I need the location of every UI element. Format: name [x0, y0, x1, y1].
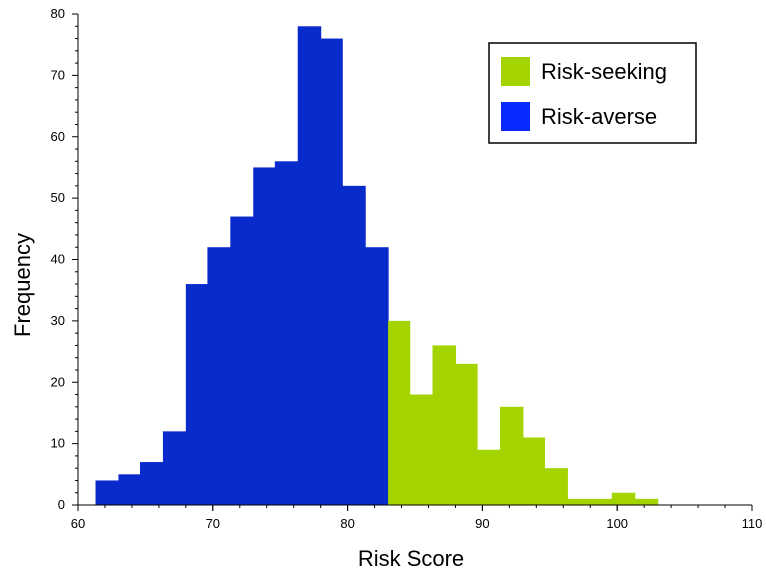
bar-risk-seeking-11 — [634, 498, 659, 505]
bar-risk-averse-7 — [253, 167, 276, 505]
bar-risk-averse-8 — [274, 161, 299, 506]
bar-risk-averse-4 — [185, 284, 209, 505]
bar-risk-seeking-3 — [455, 363, 478, 505]
legend: Risk-seeking Risk-averse — [488, 42, 697, 144]
y-axis-title: Frequency — [10, 233, 35, 337]
y-tick-label: 40 — [51, 252, 65, 267]
x-tick-label: 80 — [340, 516, 354, 531]
bar-risk-seeking-0 — [388, 320, 411, 506]
bar-risk-averse-11 — [342, 185, 366, 505]
legend-label-risk-seeking: Risk-seeking — [541, 59, 667, 84]
bar-risk-seeking-8 — [567, 498, 591, 505]
bar-risk-averse-2 — [140, 462, 164, 505]
bar-risk-averse-9 — [297, 26, 322, 506]
y-tick-label: 70 — [51, 67, 65, 82]
x-tick-label: 100 — [606, 516, 628, 531]
bar-risk-seeking-5 — [499, 406, 524, 505]
y-tick-label: 60 — [51, 129, 65, 144]
legend-swatch-risk-seeking — [501, 57, 530, 86]
bar-risk-seeking-1 — [409, 394, 434, 505]
x-tick-label: 90 — [475, 516, 489, 531]
x-axis-title: Risk Score — [358, 546, 464, 571]
y-tick-label: 20 — [51, 374, 65, 389]
y-tick-label: 50 — [51, 190, 65, 205]
bar-risk-seeking-2 — [432, 345, 457, 505]
y-tick-label: 10 — [51, 436, 65, 451]
bar-risk-averse-3 — [162, 431, 187, 505]
legend-swatch-risk-averse — [501, 102, 530, 131]
y-tick-label: 30 — [51, 313, 65, 328]
x-tick-label: 110 — [742, 516, 763, 531]
legend-label-risk-averse: Risk-averse — [541, 104, 657, 129]
bar-risk-averse-5 — [207, 247, 231, 505]
bar-risk-seeking-4 — [477, 449, 501, 505]
bar-risk-seeking-10 — [611, 492, 636, 505]
bar-risk-averse-0 — [95, 480, 120, 505]
bars-layer — [95, 26, 659, 506]
bar-risk-averse-1 — [118, 474, 141, 505]
bar-risk-seeking-9 — [590, 498, 613, 505]
y-tick-label: 0 — [58, 497, 65, 512]
bar-risk-averse-12 — [365, 247, 389, 505]
bar-risk-averse-6 — [230, 216, 254, 506]
ticks-layer: 60 70 80 90 100 110 0 10 20 30 40 50 60 70 80 — [51, 6, 763, 531]
y-tick-label: 80 — [51, 6, 65, 21]
bar-risk-seeking-7 — [544, 468, 568, 505]
bar-risk-seeking-6 — [522, 437, 546, 505]
x-tick-label: 70 — [206, 516, 220, 531]
bar-risk-averse-10 — [320, 38, 343, 506]
x-tick-label: 60 — [71, 516, 85, 531]
